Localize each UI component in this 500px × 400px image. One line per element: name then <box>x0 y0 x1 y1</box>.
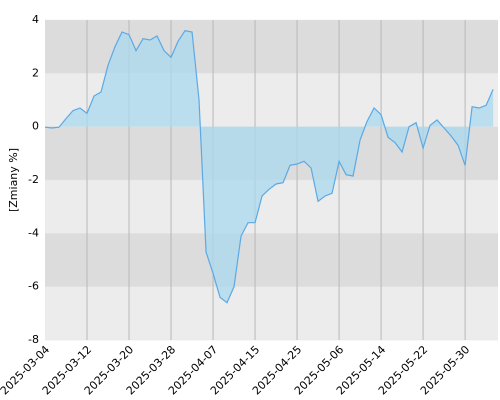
y-axis-label: [Zmiany %] <box>7 148 20 212</box>
band <box>45 180 498 234</box>
line <box>44 30 494 304</box>
y-tick-label: -2 <box>28 173 39 186</box>
y-tick-label: -6 <box>28 280 39 293</box>
y-tick-label: 4 <box>32 13 39 26</box>
y-tick-label: 2 <box>32 66 39 79</box>
y-tick-label: -4 <box>28 226 39 239</box>
band <box>45 233 498 287</box>
band <box>45 286 498 340</box>
y-tick-label: -8 <box>28 333 39 346</box>
y-tick-label: 0 <box>32 120 39 133</box>
area <box>45 30 494 303</box>
